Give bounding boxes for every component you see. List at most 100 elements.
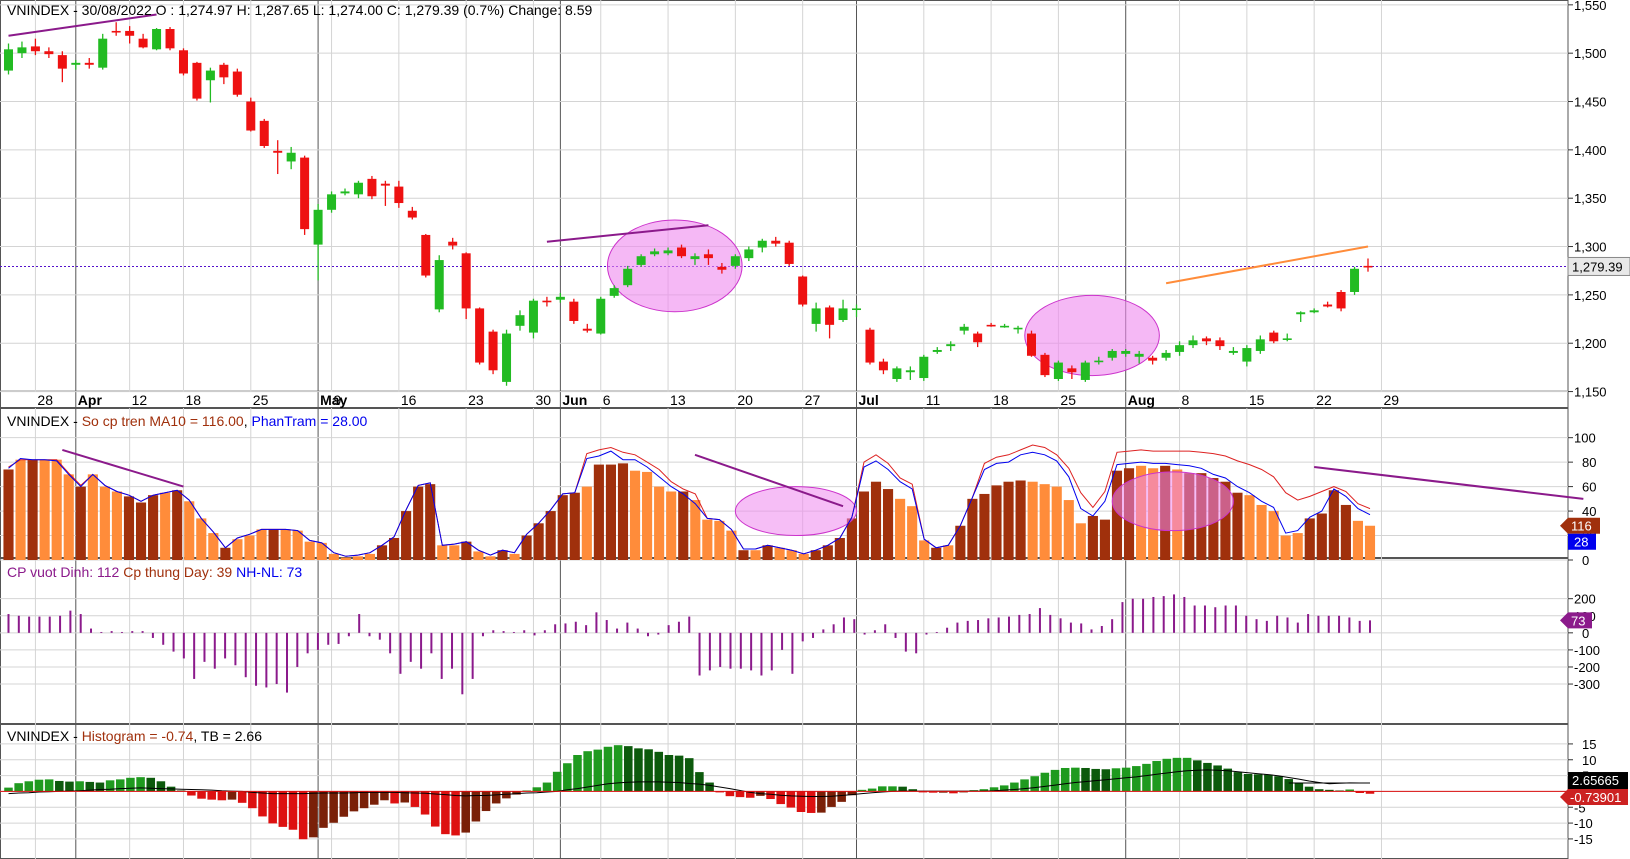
histogram-tag-label: -0.73901 <box>1570 790 1621 805</box>
breadth-bar <box>834 537 845 560</box>
histogram-bar <box>573 755 582 792</box>
candle-body <box>313 209 323 245</box>
candle-body <box>111 30 121 33</box>
histogram-bar <box>1274 776 1283 792</box>
histogram-bar <box>1264 774 1273 792</box>
trend-line <box>546 224 709 243</box>
candle-body <box>744 249 754 259</box>
candle-body <box>973 333 983 343</box>
x-tick-label: Jul <box>859 392 879 408</box>
legend-item: PhanTram = 28.00 <box>251 413 367 429</box>
breadth-bar <box>1099 519 1110 560</box>
histogram-bar <box>105 780 115 792</box>
breadth-bar <box>1268 511 1279 560</box>
histogram-bar <box>928 791 938 793</box>
breadth-bar <box>714 520 725 560</box>
histogram-bar <box>1284 779 1293 792</box>
y-tick-label: 100 <box>1574 431 1596 446</box>
candle-body <box>219 64 229 78</box>
breadth-bar <box>87 474 98 560</box>
candle-body <box>919 356 929 379</box>
tb-tag <box>1568 772 1628 790</box>
breadth-bar <box>1232 492 1243 560</box>
histogram-bar <box>674 755 684 792</box>
breadth-bar <box>738 550 749 560</box>
histogram-bar <box>898 786 907 792</box>
breadth-bar <box>907 506 918 560</box>
histogram-bar <box>1101 769 1111 792</box>
breadth-bar <box>376 545 388 560</box>
trend-line <box>1165 245 1369 285</box>
histogram-bar <box>1020 779 1029 792</box>
candle-body <box>1242 348 1252 362</box>
histogram-bar <box>1243 774 1253 792</box>
breadth-bar <box>1244 495 1255 560</box>
candle-body <box>623 268 633 286</box>
y-tick-label: -10 <box>1574 816 1593 831</box>
candle-body <box>1282 338 1292 340</box>
histogram-bar <box>217 791 227 801</box>
y-tick-label: 1,200 <box>1574 336 1607 351</box>
breadth-bar <box>1328 490 1339 560</box>
breadth-bar <box>750 550 761 560</box>
histogram-bar <box>695 772 704 792</box>
histogram-bar <box>298 791 308 840</box>
candle-body <box>84 62 94 65</box>
breadth-bar <box>51 459 62 560</box>
candle-body <box>475 308 485 363</box>
candle-body <box>825 307 835 325</box>
histogram-bar <box>288 791 298 830</box>
histogram-bar <box>776 791 785 805</box>
breadth-bar <box>617 463 629 560</box>
histogram-bar <box>1111 768 1121 792</box>
breadth-bar <box>388 537 400 560</box>
candle-body <box>125 30 135 36</box>
candle-body <box>259 120 269 146</box>
x-tick-label: 15 <box>1249 392 1265 408</box>
x-tick-label: 29 <box>1383 392 1399 408</box>
candle-body <box>1121 350 1131 354</box>
highlight-ellipse <box>606 219 743 313</box>
histogram-bar <box>126 777 135 792</box>
histogram-bar <box>1121 767 1131 792</box>
breadth-bar <box>690 500 701 560</box>
breadth-bar <box>497 550 508 560</box>
histogram-bar <box>979 789 989 792</box>
candle-body <box>1215 340 1225 347</box>
nh-nl-tag <box>1560 612 1592 629</box>
breadth-bar <box>1304 518 1315 560</box>
y-tick-label: -200 <box>1574 660 1600 675</box>
last-price-tag <box>1567 256 1630 276</box>
histogram-bar <box>502 791 511 799</box>
x-tick-label: 18 <box>185 392 201 408</box>
histogram-bar <box>380 791 389 801</box>
breadth-bar <box>1256 504 1267 560</box>
candle-body <box>865 329 875 363</box>
breadth-bar <box>545 511 556 560</box>
candle-body <box>986 324 996 327</box>
histogram-bar <box>65 781 74 792</box>
candle-body <box>434 260 444 310</box>
y-tick-label: -15 <box>1574 832 1593 847</box>
breadth-bar <box>786 550 797 560</box>
breadth-bar <box>810 550 821 560</box>
candle-body <box>488 331 498 371</box>
histogram-bar <box>542 782 552 792</box>
trend-line <box>694 453 844 508</box>
histogram-bar <box>400 791 410 803</box>
histogram-bar <box>1182 757 1192 792</box>
breadth-bar <box>172 490 183 560</box>
breadth-bar <box>593 464 604 560</box>
histogram-bar <box>309 791 318 838</box>
y-tick-label: 15 <box>1582 737 1596 752</box>
histogram-bar <box>817 791 826 813</box>
histogram-bar <box>24 781 34 792</box>
y-tick-label: 1,400 <box>1574 143 1607 158</box>
histogram-bar <box>359 791 369 809</box>
y-tick-label: -100 <box>1574 643 1600 658</box>
candle-body <box>71 62 81 65</box>
histogram-bar <box>735 791 745 798</box>
trend-line <box>1314 466 1584 500</box>
